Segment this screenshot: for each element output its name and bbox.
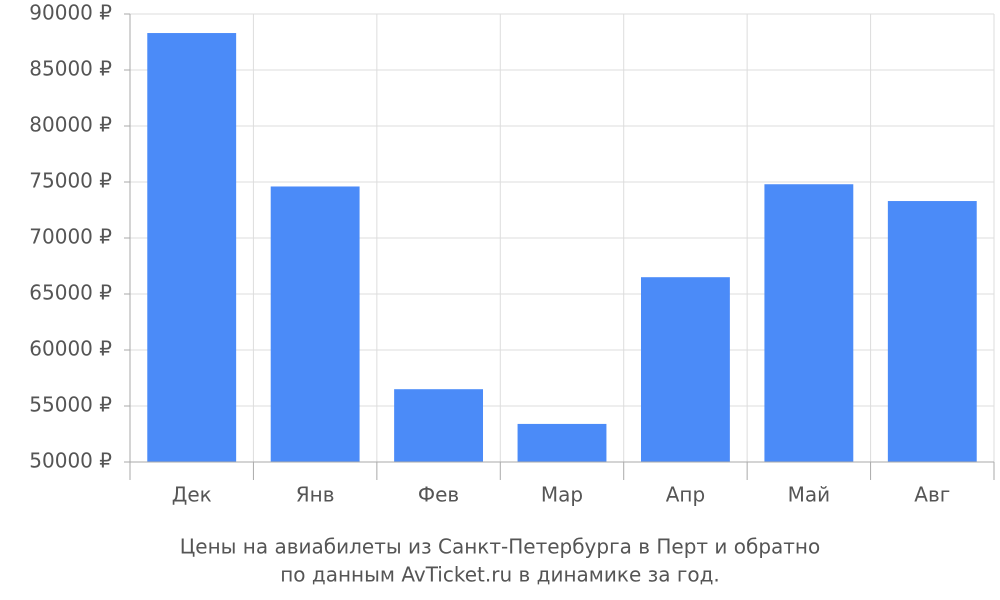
bar: [640, 277, 730, 462]
x-tick-label: Янв: [296, 483, 335, 507]
y-tick-label: 60000 ₽: [29, 337, 112, 361]
x-tick-label: Дек: [172, 483, 212, 507]
x-tick-label: Май: [788, 483, 831, 507]
chart-title: Цены на авиабилеты из Санкт-Петербурга в…: [180, 535, 821, 559]
bar: [887, 201, 977, 463]
bar: [270, 186, 360, 463]
y-tick-label: 80000 ₽: [29, 113, 112, 137]
y-tick-label: 90000 ₽: [29, 1, 112, 25]
y-tick-label: 70000 ₽: [29, 225, 112, 249]
y-tick-label: 55000 ₽: [29, 393, 112, 417]
bar: [394, 389, 484, 462]
bar: [147, 33, 237, 462]
y-tick-label: 50000 ₽: [29, 449, 112, 473]
y-tick-label: 65000 ₽: [29, 281, 112, 305]
y-tick-label: 75000 ₽: [29, 169, 112, 193]
x-tick-label: Апр: [666, 483, 705, 507]
x-tick-label: Фев: [418, 483, 459, 507]
x-tick-label: Авг: [914, 483, 950, 507]
bar: [517, 423, 607, 462]
chart-title: по данным AvTicket.ru в динамике за год.: [280, 563, 720, 587]
x-tick-label: Мар: [541, 483, 583, 507]
bar: [764, 184, 854, 463]
y-tick-label: 85000 ₽: [29, 57, 112, 81]
